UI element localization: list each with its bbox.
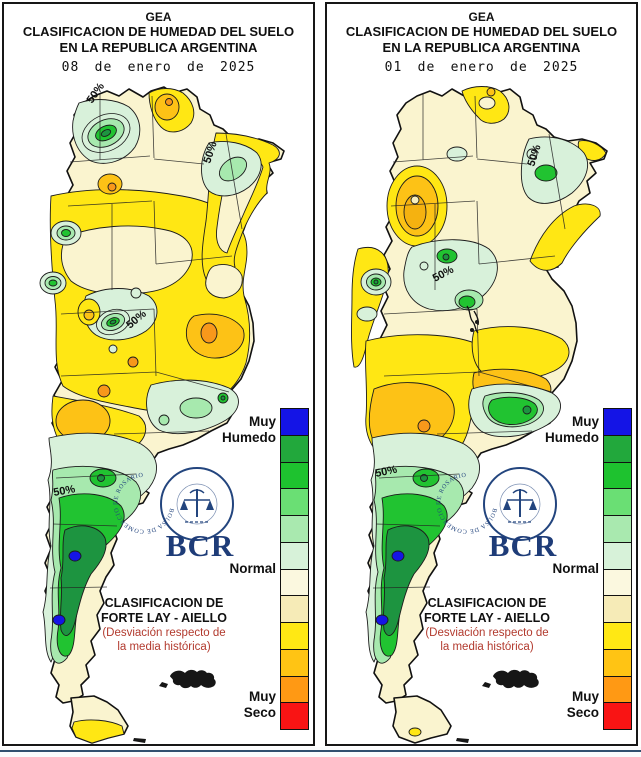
org-name: GEA	[468, 10, 495, 24]
legend-label-normal: Normal	[229, 561, 276, 576]
title-line1: CLASIFICACION DE HUMEDAD DEL SUELO	[345, 24, 618, 39]
legend-color-segment	[604, 595, 631, 622]
legend-color-segment	[281, 409, 308, 435]
bcr-acronym: BCR	[488, 528, 558, 563]
legend-color-segment	[604, 568, 631, 596]
malvinas-islands	[493, 669, 539, 689]
legend-color-segment	[604, 622, 631, 649]
legend-label-muy-seco: Muy Seco	[566, 689, 599, 720]
legend-color-segment	[281, 648, 308, 676]
footer-divider-line	[0, 750, 641, 752]
legend-color-segment	[281, 675, 308, 703]
legend-label-muy-seco: Muy Seco	[243, 689, 276, 720]
very-wet-spot	[375, 614, 389, 626]
classification-note: CLASIFICACION DE FORTE LAY - AIELLO (Des…	[101, 596, 227, 653]
legend-color-segment	[281, 568, 308, 596]
classification-note: CLASIFICACION DE FORTE LAY - AIELLO (Des…	[424, 596, 550, 653]
legend-color-scale	[603, 408, 632, 730]
map-panel-left: GEA CLASIFICACION DE HUMEDAD DEL SUELO E…	[2, 2, 315, 746]
tierra-del-fuego	[392, 695, 452, 744]
legend-color-segment	[604, 541, 631, 569]
legend-color-segment	[281, 595, 308, 622]
legend-color-segment	[604, 515, 631, 542]
footer-strip	[0, 747, 641, 757]
legend-color-segment	[604, 702, 631, 729]
legend-color-segment	[604, 461, 631, 489]
very-wet-spot	[52, 614, 66, 626]
panel-title-left: GEA CLASIFICACION DE HUMEDAD DEL SUELO E…	[4, 10, 313, 75]
contour-label: 50%	[374, 464, 398, 480]
map-date: 08 de enero de 2025	[61, 60, 256, 75]
legend-color-segment	[281, 702, 308, 729]
title-line2: EN LA REPUBLICA ARGENTINA	[382, 40, 581, 55]
title-line1: CLASIFICACION DE HUMEDAD DEL SUELO	[22, 24, 295, 39]
bcr-acronym: BCR	[165, 528, 235, 563]
panel-title-right: GEA CLASIFICACION DE HUMEDAD DEL SUELO E…	[327, 10, 636, 75]
legend-color-segment	[281, 461, 308, 489]
very-wet-spot	[391, 550, 405, 562]
legend-color-scale	[280, 408, 309, 730]
legend-label-normal: Normal	[552, 561, 599, 576]
legend-color-segment	[281, 622, 308, 649]
org-name: GEA	[145, 10, 172, 24]
legend-label-muy-humedo: Muy Humedo	[222, 414, 276, 445]
province-boundaries	[49, 94, 243, 589]
legend-color-segment	[281, 541, 308, 569]
legend-color-segment	[604, 409, 631, 435]
map-date: 01 de enero de 2025	[384, 60, 579, 75]
legend-color-segment	[281, 515, 308, 542]
argentina-soil-moisture-map: 50% 50% 50% BOLSA DE COMERCIO DE ROSARIO	[351, 86, 608, 744]
legend-color-segment	[604, 675, 631, 703]
map-panel-right: GEA CLASIFICACION DE HUMEDAD DEL SUELO E…	[325, 2, 638, 746]
legend-color-segment	[281, 488, 308, 515]
contour-label: 50%	[52, 483, 76, 499]
title-line2: EN LA REPUBLICA ARGENTINA	[59, 40, 258, 55]
legend-label-muy-humedo: Muy Humedo	[545, 414, 599, 445]
very-wet-spot	[68, 550, 82, 562]
province-boundaries	[372, 94, 566, 589]
legend-color-segment	[281, 434, 308, 462]
legend-color-segment	[604, 648, 631, 676]
legend-color-segment	[604, 488, 631, 515]
malvinas-islands	[170, 669, 216, 689]
argentina-soil-moisture-map: 50% 50% 50% 50% BOLSA DE COMERCIO DE ROS…	[39, 81, 285, 744]
legend-color-segment	[604, 434, 631, 462]
